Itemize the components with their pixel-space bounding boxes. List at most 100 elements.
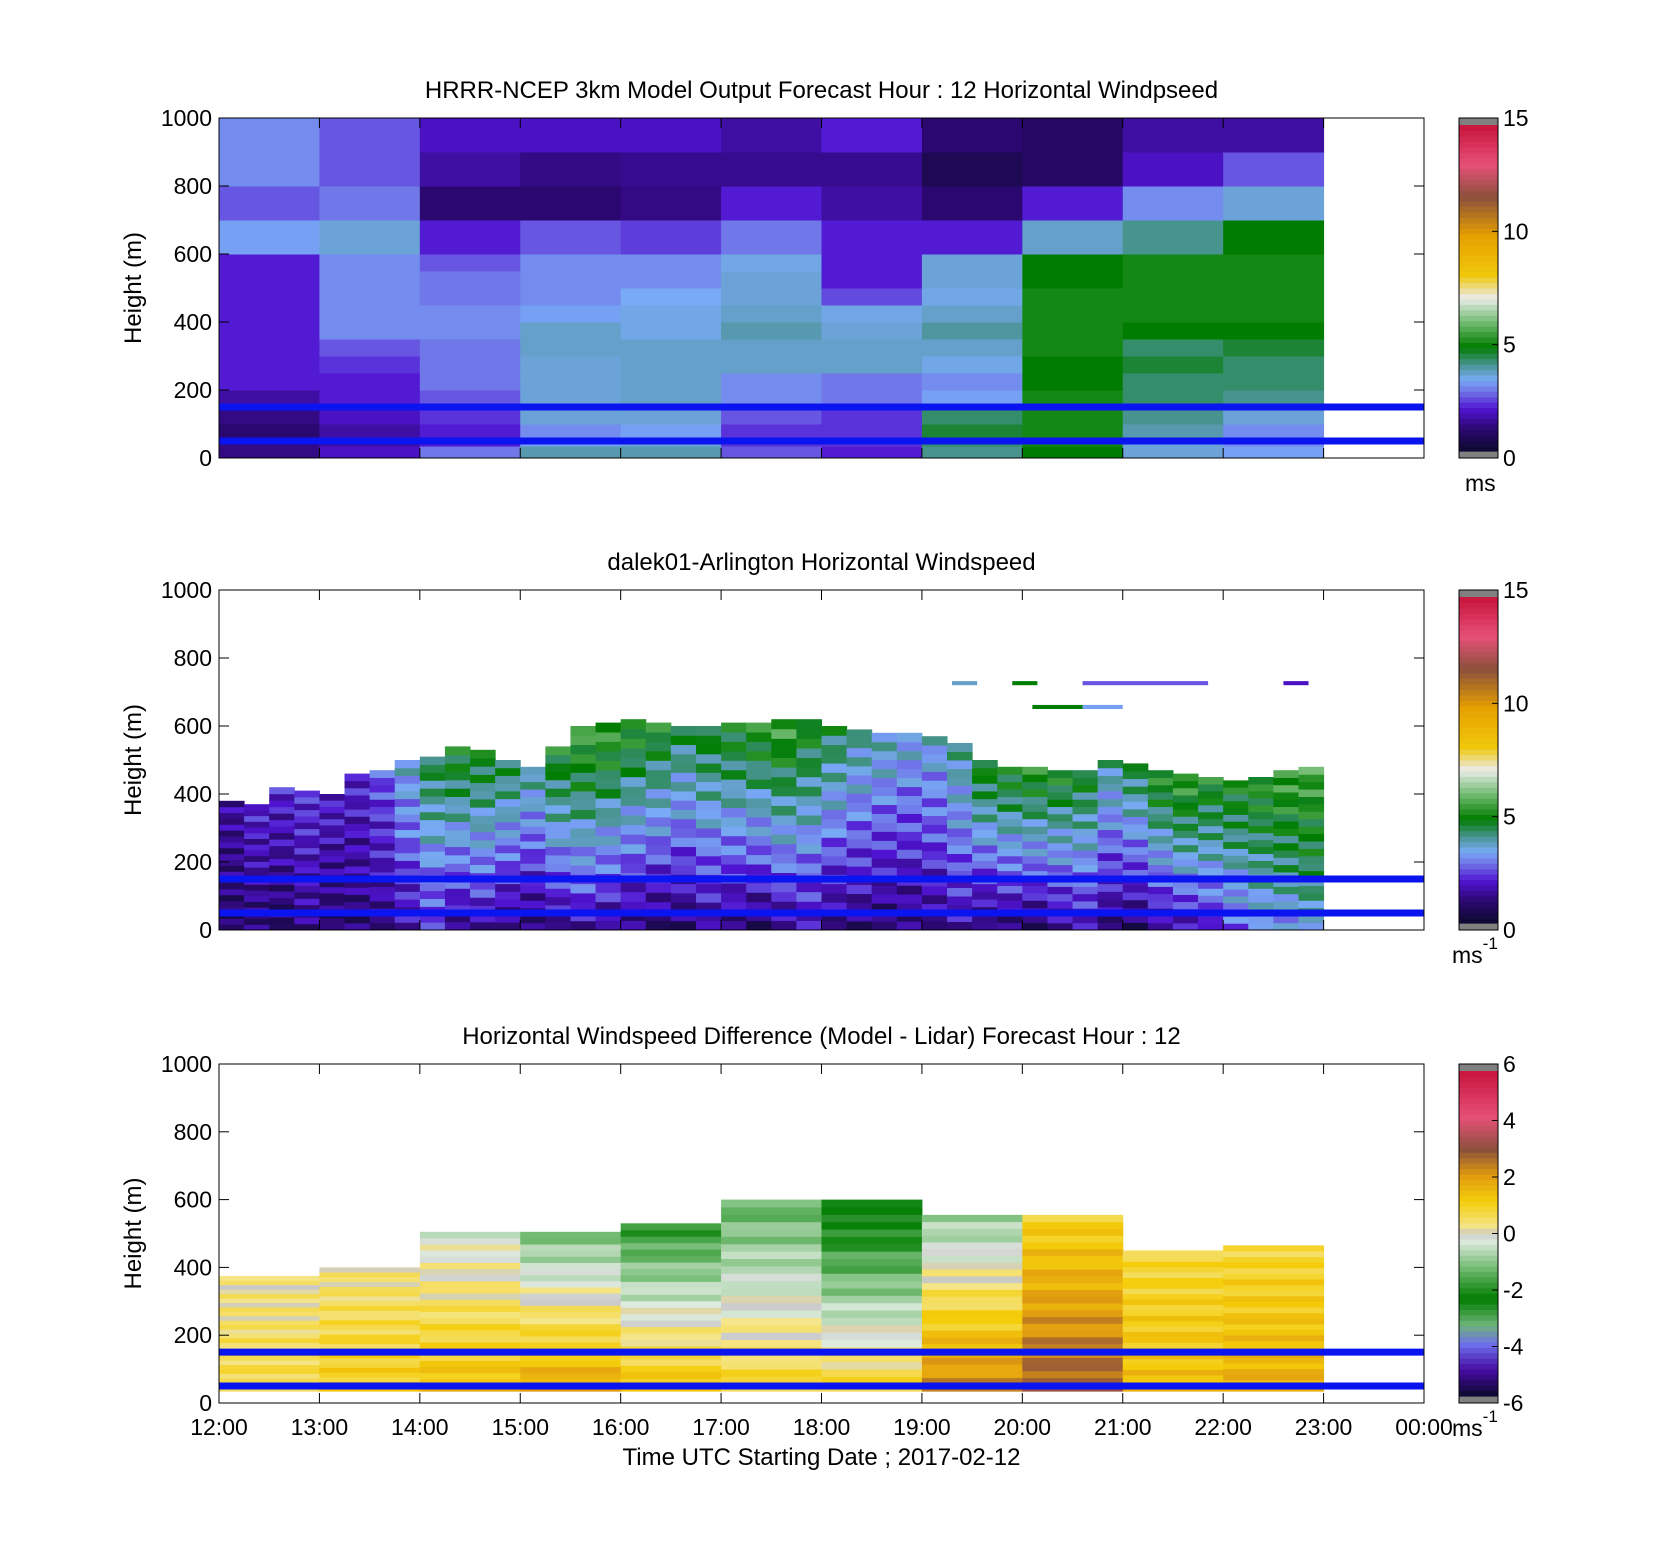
heatmap-cell [545,863,571,873]
heatmap-cell [444,888,471,898]
heatmap-cell [1198,860,1224,868]
heatmap-cell [997,774,1023,783]
colorbar-tick-label: 0 [1503,917,1516,943]
heatmap-cell [821,424,923,439]
colorbar-tick-label: -2 [1503,1277,1523,1303]
heatmap-cell [620,1268,722,1276]
heatmap-cell [997,840,1023,849]
heatmap-cell [1223,1312,1325,1319]
heatmap-cell [721,1236,822,1245]
heatmap-cell [545,796,571,806]
heatmap-cell [1223,828,1249,836]
colorbar-swatch [1459,781,1498,788]
heatmap-cell [319,1376,421,1383]
heatmap-cell [1022,863,1048,872]
heatmap-cell [319,843,346,851]
heatmap-cell [1223,1340,1325,1347]
heatmap-cell [620,920,647,931]
heatmap-cell [369,799,396,808]
heatmap-cell [921,1296,1023,1304]
heatmap-cell [570,920,597,931]
heatmap-cell [721,1221,822,1230]
heatmap-cell [921,288,1023,306]
heatmap-cell [570,855,597,866]
heatmap-cell [595,798,622,808]
colorbar-swatch [1459,597,1498,604]
heatmap-cell [1122,1304,1224,1311]
heatmap-cell [721,305,822,323]
heatmap-cell [1198,832,1224,841]
colorbar-swatch [1459,1146,1498,1153]
heatmap-cell [721,807,747,818]
heatmap-cell [896,894,923,904]
heatmap-cell [1223,1363,1325,1370]
heatmap-cell [520,305,622,323]
heatmap-cell [319,1276,421,1283]
heatmap-cell [545,904,571,914]
colorbar-swatch [1459,304,1498,311]
heatmap-cell [1198,825,1224,834]
heatmap-cell [520,1274,622,1282]
heatmap-cell [1223,1273,1325,1280]
heatmap-cell [721,864,747,874]
heatmap-cell [921,1221,1023,1229]
heatmap-cell [1097,767,1124,776]
heatmap-cell [796,795,822,806]
heatmap-cell [972,860,998,869]
heatmap-cell [344,915,371,924]
heatmap-cell [947,785,973,795]
heatmap-cell [1022,1302,1124,1311]
heatmap-cell [1223,220,1325,255]
heatmap-cell [419,819,446,829]
x-tick-label: 17:00 [692,1414,750,1440]
heatmap-cell [796,920,822,931]
heatmap-cell [620,1365,722,1373]
heatmap-cell [871,840,898,850]
heatmap-cell [1248,860,1274,868]
heatmap-cell [1223,339,1325,357]
heatmap-cell [1223,1262,1325,1269]
heatmap-cell [921,1343,1023,1351]
heatmap-cell [319,794,346,801]
heatmap-cell [244,884,270,891]
heatmap-cell [972,821,998,831]
heatmap-cell [846,774,873,785]
heatmap-cell [520,1244,622,1251]
heatmap-cell [1122,271,1224,289]
x-tick-label: 18:00 [793,1414,851,1440]
heatmap-cell [319,186,421,221]
heatmap-cell [771,834,797,845]
heatmap-cell [1273,770,1299,778]
heatmap-cell [721,1295,822,1304]
heatmap-cell [444,829,471,839]
heatmap-cell [419,788,446,797]
heatmap-cell [219,1320,320,1326]
heatmap-cell [721,1339,822,1348]
heatmap-cell [1273,784,1299,793]
heatmap-cell [821,883,848,894]
heatmap-cell [620,1320,722,1328]
heatmap-cell [495,814,521,823]
heatmap-cell [721,220,822,255]
heatmap-cell [645,864,672,874]
heatmap-cell [219,806,245,814]
colorbar-swatch [1459,857,1498,864]
heatmap-cell [846,756,873,767]
heatmap-cell [921,1262,1023,1270]
heatmap-cell [419,851,446,860]
heatmap-cell [570,846,597,857]
heatmap-cell [1223,1267,1325,1274]
heatmap-cell [1298,863,1325,872]
heatmap-cell [1122,305,1224,323]
colorbar-swatch [1459,1141,1498,1148]
heatmap-cell [344,866,371,874]
heatmap-cell [269,819,295,827]
heatmap-cell [1223,896,1249,904]
heatmap-cell [1122,1331,1224,1338]
heatmap-cell [294,841,320,849]
heatmap-cell [1097,860,1124,869]
heatmap-cell [1022,1282,1124,1290]
colorbar-swatch [1459,906,1498,913]
heatmap-cell [896,858,923,868]
heatmap-cell [871,921,898,931]
